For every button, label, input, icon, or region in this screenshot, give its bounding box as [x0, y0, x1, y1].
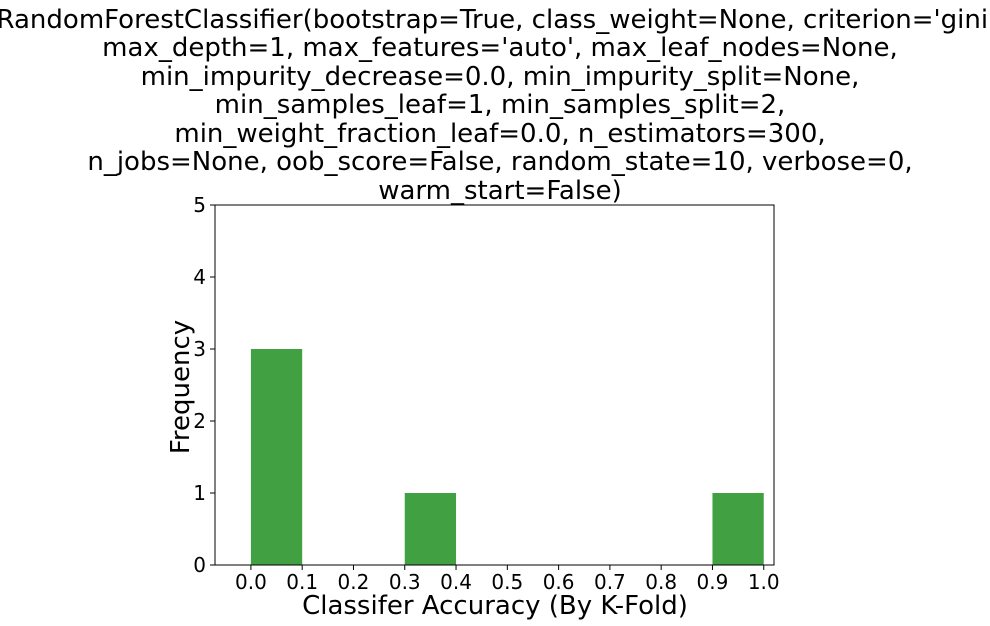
x-tick-label-5: 0.5	[491, 570, 523, 594]
title-line-5: min_weight_fraction_leaf=0.0, n_estimato…	[174, 119, 825, 149]
x-tick-label-4: 0.4	[440, 570, 472, 594]
x-tick-label-10: 1.0	[748, 570, 780, 594]
y-tick-label-5: 5	[193, 193, 206, 217]
chart-title: RandomForestClassifier(bootstrap=True, c…	[0, 5, 990, 206]
x-tick-label-6: 0.6	[543, 570, 575, 594]
x-tick-label-9: 0.9	[697, 570, 729, 594]
y-tick-label-4: 4	[193, 265, 206, 289]
plot-frame	[214, 204, 775, 566]
bars	[250, 349, 764, 565]
x-axis-ticks: 0.0 0.1 0.2 0.3 0.4 0.5 0.6 0.7 0.8 0.9 1.0	[235, 565, 780, 594]
x-tick-label-0: 0.0	[235, 570, 267, 594]
x-tick-label-7: 0.7	[594, 570, 626, 594]
bar-1	[250, 349, 303, 565]
bar-3	[712, 493, 764, 565]
x-axis-label: Classifer Accuracy (By K-Fold)	[302, 591, 688, 621]
y-axis-ticks: 0 1 2 3 4 5	[193, 193, 215, 577]
y-tick-label-3: 3	[193, 337, 206, 361]
x-tick-label-2: 0.2	[338, 570, 370, 594]
y-tick-label-2: 2	[193, 409, 206, 433]
x-tick-label-1: 0.1	[286, 570, 318, 594]
title-line-1: RandomForestClassifier(bootstrap=True, c…	[0, 5, 990, 35]
x-tick-label-8: 0.8	[645, 570, 677, 594]
title-line-2: max_depth=1, max_features='auto', max_le…	[102, 33, 898, 63]
y-tick-label-0: 0	[193, 553, 206, 577]
bar-2	[404, 493, 457, 565]
title-line-4: min_samples_leaf=1, min_samples_split=2,	[215, 90, 786, 120]
x-tick-label-3: 0.3	[389, 570, 421, 594]
title-line-3: min_impurity_decrease=0.0, min_impurity_…	[141, 62, 860, 92]
title-line-7: warm_start=False)	[378, 176, 622, 206]
y-tick-label-1: 1	[193, 481, 206, 505]
y-axis-label: Frequency	[166, 320, 196, 454]
title-line-6: n_jobs=None, oob_score=False, random_sta…	[87, 147, 912, 177]
